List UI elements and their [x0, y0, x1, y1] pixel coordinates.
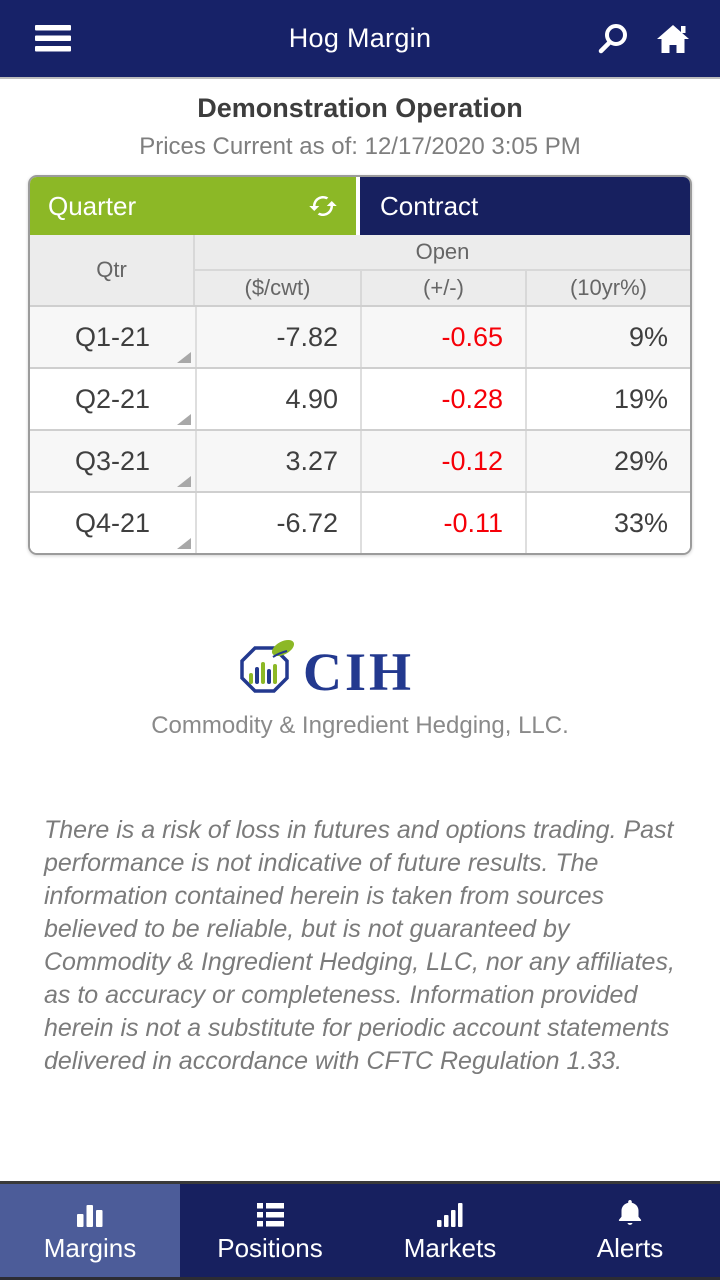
menu-icon[interactable] — [34, 20, 72, 58]
column-header-change: (+/-) — [360, 271, 525, 305]
prices-current-timestamp: Prices Current as of: 12/17/2020 3:05 PM — [139, 133, 581, 160]
tab-quarter-label: Quarter — [48, 190, 137, 221]
bottom-tab-bar: Margins Positions Markets — [0, 1181, 720, 1280]
tenyr-value-cell: 19% — [525, 369, 690, 429]
open-value-cell: -7.82 — [195, 307, 360, 367]
column-header-cwt: ($/cwt) — [244, 275, 311, 300]
table-row[interactable]: Q4-21 -6.72 -0.11 33% — [30, 491, 690, 553]
tab-label: Alerts — [596, 1233, 664, 1263]
change-value-cell: -0.12 — [360, 431, 525, 491]
bar-chart-icon — [76, 1197, 104, 1227]
quarter-label: Q3-21 — [74, 445, 151, 476]
tab-label: Markets — [403, 1233, 497, 1263]
row-quarter-cell[interactable]: Q1-21 — [30, 307, 195, 367]
row-quarter-cell[interactable]: Q4-21 — [30, 493, 195, 553]
tab-markets[interactable]: Markets — [360, 1184, 540, 1277]
tab-contract[interactable]: Contract — [360, 177, 690, 235]
cih-wordmark: CIH — [303, 642, 414, 702]
change-value-cell: -0.11 — [360, 493, 525, 553]
change-value-cell: -0.28 — [360, 369, 525, 429]
column-group-header-open: Open — [195, 235, 690, 271]
tab-label: Positions — [217, 1233, 323, 1263]
bell-icon — [617, 1197, 643, 1227]
expand-corner-icon — [177, 414, 191, 425]
tab-quarter[interactable]: Quarter — [30, 177, 360, 235]
row-quarter-cell[interactable]: Q3-21 — [30, 431, 195, 491]
column-header-10yr: (10yr%) — [525, 271, 690, 305]
signal-bars-icon — [436, 1197, 464, 1227]
open-value-cell: -6.72 — [195, 493, 360, 553]
expand-corner-icon — [177, 476, 191, 487]
search-icon[interactable] — [594, 20, 632, 58]
open-value-cell: 3.27 — [195, 431, 360, 491]
table-row[interactable]: Q3-21 3.27 -0.12 29% — [30, 429, 690, 491]
table-header: Qtr Open ($/cwt) (+/-) (10yr%) — [30, 235, 690, 305]
table-row[interactable]: Q2-21 4.90 -0.28 19% — [30, 367, 690, 429]
table-row[interactable]: Q1-21 -7.82 -0.65 9% — [30, 305, 690, 367]
cih-logo: CIH — [235, 639, 485, 703]
tab-label: Margins — [43, 1233, 137, 1263]
tab-alerts[interactable]: Alerts — [540, 1184, 720, 1277]
page-header: Demonstration Operation Prices Current a… — [0, 93, 720, 161]
branding-block: CIH Commodity & Ingredient Hedging, LLC. — [0, 639, 720, 740]
quarter-label: Q1-21 — [74, 321, 151, 352]
company-name: Commodity & Ingredient Hedging, LLC. — [151, 712, 569, 739]
tab-margins[interactable]: Margins — [0, 1184, 180, 1277]
quarter-label: Q2-21 — [74, 383, 151, 414]
risk-disclaimer: There is a risk of loss in futures and o… — [44, 816, 675, 1075]
tenyr-value-cell: 29% — [525, 431, 690, 491]
quarter-label: Q4-21 — [74, 507, 151, 538]
tenyr-value-cell: 33% — [525, 493, 690, 553]
tab-contract-label: Contract — [380, 190, 479, 221]
column-header-qtr: Qtr — [30, 235, 195, 305]
margin-table-card: Quarter Contract Qtr Open ($/cwt) (+/-) … — [28, 175, 692, 555]
change-value-cell: -0.65 — [360, 307, 525, 367]
expand-corner-icon — [177, 538, 191, 549]
top-navbar: Hog Margin — [0, 0, 720, 79]
refresh-icon[interactable] — [308, 191, 338, 221]
expand-corner-icon — [177, 352, 191, 363]
open-value-cell: 4.90 — [195, 369, 360, 429]
row-quarter-cell[interactable]: Q2-21 — [30, 369, 195, 429]
operation-title: Demonstration Operation — [197, 93, 523, 123]
leaf-icon — [271, 639, 295, 657]
tab-positions[interactable]: Positions — [180, 1184, 360, 1277]
home-icon[interactable] — [654, 20, 692, 58]
list-icon — [256, 1197, 284, 1227]
table-mode-tabs: Quarter Contract — [30, 177, 690, 235]
tenyr-value-cell: 9% — [525, 307, 690, 367]
